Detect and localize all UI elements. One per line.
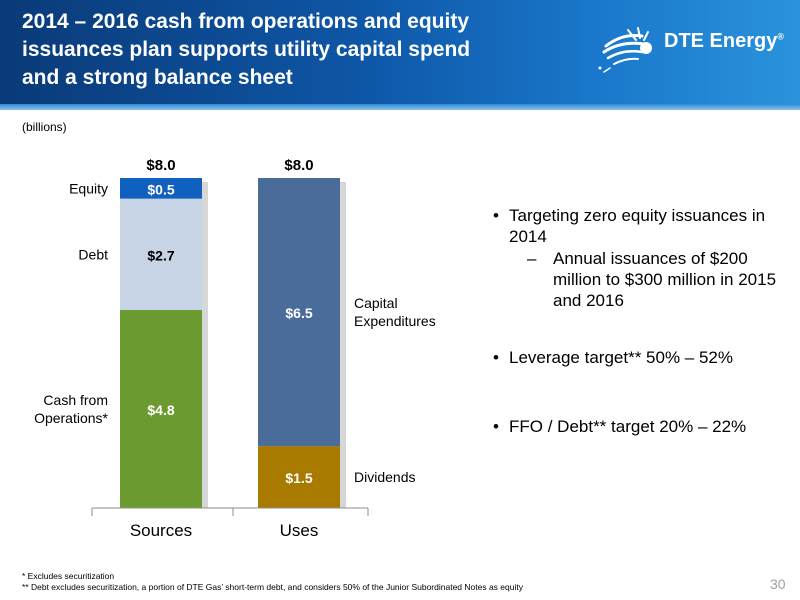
logo-wordmark: DTE Energy® xyxy=(664,30,784,53)
category-label-sources: Sources xyxy=(130,521,192,540)
segment-name-cash-from-operations: Cash from Operations* xyxy=(34,392,108,426)
slide-title-line-3: and a strong balance sheet xyxy=(22,66,293,89)
stacked-bar-chart: $4.8 $2.7 $0.5 $8.0 Sources $1.5 $6.5 $8.0 Uses C… xyxy=(34,157,436,540)
segment-name-dividends: Dividends xyxy=(354,469,415,485)
total-label-sources: $8.0 xyxy=(146,157,175,174)
slide-title-line-1: 2014 – 2016 cash from operations and equ… xyxy=(22,10,470,33)
slide-title: 2014 – 2016 cash from operations and equ… xyxy=(22,8,542,92)
bar-segment-dividends xyxy=(258,446,340,508)
data-label-equity: $0.5 xyxy=(147,181,174,197)
bar-segment-capital-expenditures xyxy=(258,178,340,447)
bullet-text: FFO / Debt** target 20% – 22% xyxy=(509,417,747,436)
bullet-text: Leverage target** 50% – 52% xyxy=(509,348,733,367)
data-label-cash-from-operations: $4.8 xyxy=(147,402,174,418)
category-label-uses: Uses xyxy=(280,521,319,540)
logo-name: DTE Energy xyxy=(664,30,778,52)
bullet-text: Targeting zero equity issuances in 2014 xyxy=(509,206,766,246)
total-label-uses: $8.0 xyxy=(284,157,313,174)
data-label-debt: $2.7 xyxy=(147,247,174,263)
slide-title-line-2: issuances plan supports utility capital … xyxy=(22,38,471,61)
bullet-dot-icon: • xyxy=(493,206,499,225)
segment-name-debt: Debt xyxy=(78,246,108,262)
bullet-ffo-debt: • FFO / Debt** target 20% – 22% xyxy=(493,416,783,437)
data-label-dividends: $1.5 xyxy=(285,470,312,486)
bullet-dot-icon: • xyxy=(493,417,499,436)
title-banner-stripe xyxy=(0,104,800,110)
footnote-1: * Excludes securitization xyxy=(22,571,115,581)
title-banner xyxy=(0,0,800,104)
logo-registered-mark: ® xyxy=(777,31,784,42)
footnotes: * Excludes securitization ** Debt exclud… xyxy=(22,571,523,593)
footnote-2: ** Debt excludes securitization, a porti… xyxy=(22,582,523,592)
segment-name-equity: Equity xyxy=(69,180,108,196)
dte-logo-icon xyxy=(598,27,652,73)
data-label-capital-expenditures: $6.5 xyxy=(285,305,312,321)
sub-bullet-issuances: – Annual issuances of $200 million to $3… xyxy=(527,248,787,311)
dash-icon: – xyxy=(527,249,537,268)
bar-segment-equity xyxy=(120,178,202,199)
chart-units-label: (billions) xyxy=(22,120,67,134)
segment-name-capital-expenditures: Capital Expenditures xyxy=(354,295,436,329)
page-number: 30 xyxy=(770,576,786,592)
bar-segment-cash-from-operations xyxy=(120,310,202,508)
bullet-leverage: • Leverage target** 50% – 52% xyxy=(493,347,783,368)
sub-bullet-text: Annual issuances of $200 million to $300… xyxy=(553,249,777,310)
bar-segment-debt xyxy=(120,198,202,310)
bullet-dot-icon: • xyxy=(493,348,499,367)
bullet-equity: • Targeting zero equity issuances in 201… xyxy=(493,205,783,247)
